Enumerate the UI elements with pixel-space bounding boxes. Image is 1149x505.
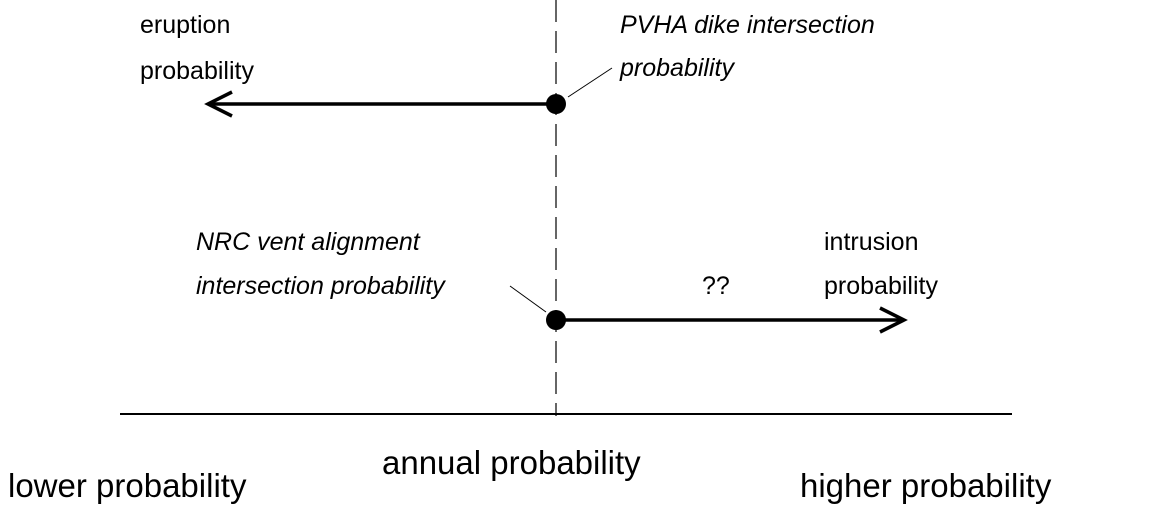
label: eruption <box>140 11 230 39</box>
label: probability <box>824 272 938 300</box>
nrc-point <box>546 310 566 330</box>
axis-label: annual probability <box>382 444 641 481</box>
label: NRC vent alignment <box>196 228 421 256</box>
label: ?? <box>702 272 730 300</box>
label: PVHA dike intersection <box>620 11 875 39</box>
axis-label: higher probability <box>800 467 1052 504</box>
arrow-head <box>879 306 908 334</box>
label: probability <box>619 54 735 82</box>
leader-line <box>567 67 613 98</box>
label: probability <box>140 57 254 85</box>
leader-line <box>509 285 547 313</box>
label: intersection probability <box>196 272 446 300</box>
axis-label: lower probability <box>8 467 247 504</box>
arrow-head <box>204 90 233 118</box>
label: intrusion <box>824 228 919 256</box>
pvha-point <box>546 94 566 114</box>
